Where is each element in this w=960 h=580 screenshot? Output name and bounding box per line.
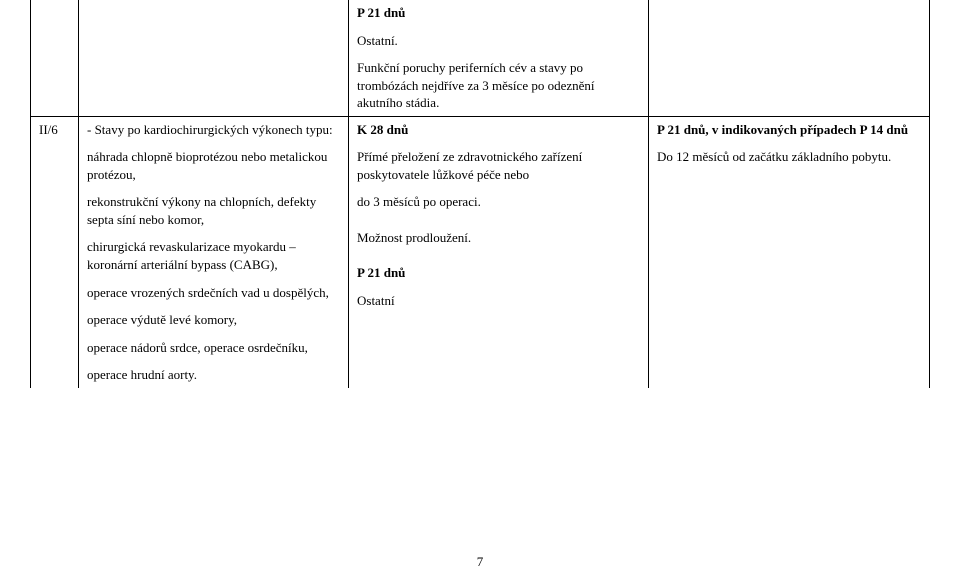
text-bold: K 28 dnů bbox=[357, 121, 640, 139]
text: - Stavy po kardiochirurgických výkonech … bbox=[87, 121, 340, 139]
text: Ostatní bbox=[357, 292, 640, 310]
table-row: II/6 - Stavy po kardiochirurgických výko… bbox=[31, 116, 930, 388]
text: náhrada chlopně bioprotézou nebo metalic… bbox=[87, 148, 340, 183]
text: operace výdutě levé komory, bbox=[87, 311, 340, 329]
cell-c: P 21 dnů, v indikovaných případech P 14 … bbox=[649, 116, 930, 388]
cell-a bbox=[79, 0, 349, 116]
text: operace vrozených srdečních vad u dospěl… bbox=[87, 284, 340, 302]
text-bold: P 21 dnů, v indikovaných případech P 14 … bbox=[657, 121, 921, 139]
text: rekonstrukční výkony na chlopních, defek… bbox=[87, 193, 340, 228]
cell-c bbox=[649, 0, 930, 116]
text: Možnost prodloužení. bbox=[357, 229, 640, 247]
cell-idx bbox=[31, 0, 79, 116]
text: Ostatní. bbox=[357, 32, 640, 50]
cell-idx: II/6 bbox=[31, 116, 79, 388]
cell-a: - Stavy po kardiochirurgických výkonech … bbox=[79, 116, 349, 388]
table-row: P 21 dnů Ostatní. Funkční poruchy perife… bbox=[31, 0, 930, 116]
cell-b: K 28 dnů Přímé přeložení ze zdravotnické… bbox=[349, 116, 649, 388]
text: do 3 měsíců po operaci. bbox=[357, 193, 640, 211]
text: chirurgická revaskularizace myokardu – k… bbox=[87, 238, 340, 273]
text: Do 12 měsíců od začátku základního pobyt… bbox=[657, 148, 921, 166]
document-table: P 21 dnů Ostatní. Funkční poruchy perife… bbox=[30, 0, 930, 388]
text: Funkční poruchy periferních cév a stavy … bbox=[357, 59, 640, 112]
page-number: 7 bbox=[0, 554, 960, 570]
text: Přímé přeložení ze zdravotnického zaříze… bbox=[357, 148, 640, 183]
text-bold: P 21 dnů bbox=[357, 264, 640, 282]
text: operace hrudní aorty. bbox=[87, 366, 340, 384]
text-bold: P 21 dnů bbox=[357, 4, 640, 22]
cell-b: P 21 dnů Ostatní. Funkční poruchy perife… bbox=[349, 0, 649, 116]
text: II/6 bbox=[39, 122, 58, 137]
text: operace nádorů srdce, operace osrdečníku… bbox=[87, 339, 340, 357]
